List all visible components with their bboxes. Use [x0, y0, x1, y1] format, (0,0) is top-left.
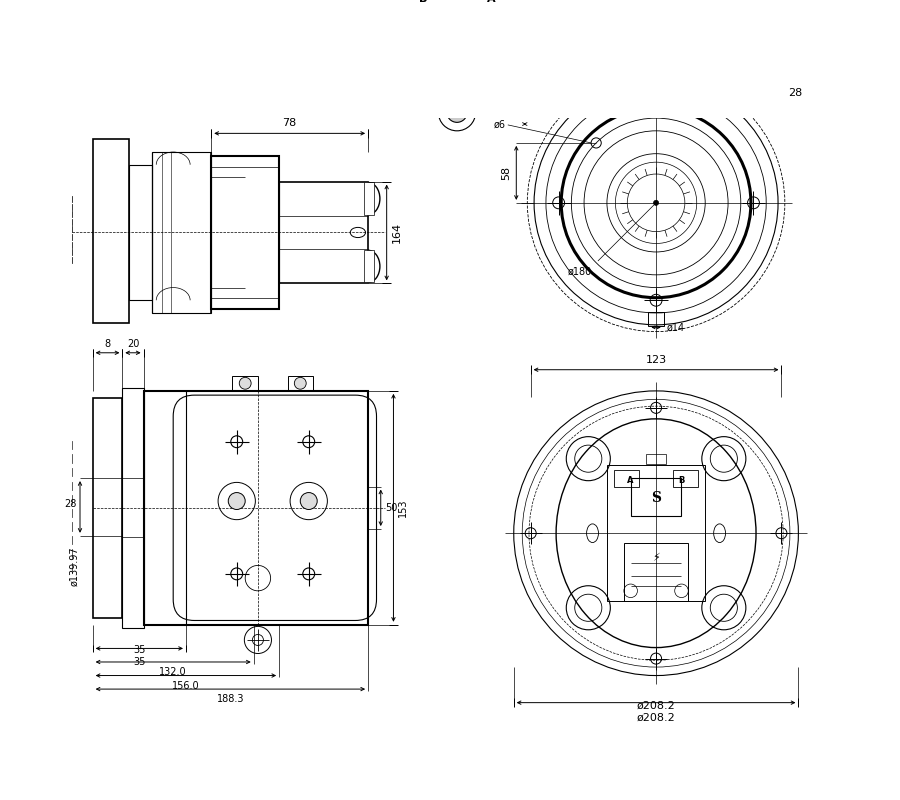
Text: 164: 164 [392, 222, 401, 243]
Bar [279, 182, 368, 283]
Bar [56, 211, 72, 218]
Circle shape [229, 493, 245, 510]
Bar [56, 203, 72, 210]
Bar [433, 47, 481, 74]
Text: 35: 35 [133, 657, 146, 667]
Bar [212, 156, 279, 309]
Text: ø139.97: ø139.97 [69, 546, 79, 586]
Bar [93, 398, 122, 618]
Circle shape [294, 378, 306, 390]
Bar [55, 536, 71, 544]
Bar [288, 376, 313, 391]
Bar [55, 509, 71, 517]
Text: ø208.2: ø208.2 [636, 701, 675, 711]
Bar [433, 74, 481, 99]
Bar [608, 466, 705, 601]
Text: B: B [679, 476, 685, 485]
Text: 78: 78 [283, 118, 297, 128]
Text: 20: 20 [127, 338, 140, 349]
Bar [93, 139, 129, 323]
Bar [55, 550, 71, 558]
Bar [152, 152, 212, 313]
Circle shape [446, 102, 467, 122]
Bar [56, 242, 72, 248]
Text: S: S [651, 490, 661, 505]
Text: 28: 28 [788, 88, 803, 98]
Bar [55, 454, 71, 463]
Bar [614, 470, 639, 486]
Bar [55, 495, 71, 503]
Bar [646, 454, 666, 464]
Text: 50: 50 [385, 503, 398, 513]
Text: ø6: ø6 [493, 120, 505, 130]
Text: ø208.2: ø208.2 [636, 713, 675, 723]
Bar [438, 30, 452, 47]
Text: 58: 58 [501, 166, 511, 180]
Bar [631, 478, 681, 516]
Bar [56, 226, 72, 233]
Text: B: B [418, 0, 427, 4]
Bar [55, 522, 71, 530]
Bar [55, 441, 71, 450]
Bar [673, 470, 698, 486]
Text: A: A [487, 0, 495, 4]
Text: ø180: ø180 [568, 267, 592, 277]
Bar [55, 468, 71, 477]
Bar [129, 165, 152, 300]
Bar [462, 30, 475, 47]
Text: 35: 35 [133, 646, 146, 655]
Bar [364, 250, 374, 282]
Bar [56, 234, 72, 240]
Bar [625, 543, 688, 601]
Bar [56, 250, 72, 255]
Text: 28: 28 [64, 498, 76, 509]
Bar [56, 218, 72, 225]
Bar [232, 376, 258, 391]
Text: 156.0: 156.0 [172, 681, 200, 690]
Text: ø14: ø14 [666, 322, 684, 332]
Bar [55, 563, 71, 571]
Bar [143, 391, 368, 625]
Bar [648, 312, 663, 326]
Bar [122, 387, 143, 628]
Text: 8: 8 [104, 338, 111, 349]
Text: 123: 123 [645, 354, 667, 365]
Bar [364, 182, 374, 214]
Text: ⚡: ⚡ [652, 554, 660, 564]
Circle shape [301, 493, 317, 510]
Bar [55, 482, 71, 490]
Bar [56, 196, 72, 202]
Circle shape [653, 200, 659, 206]
Text: A: A [627, 476, 634, 485]
Text: 153: 153 [398, 498, 408, 517]
Circle shape [464, 34, 473, 42]
Circle shape [441, 34, 449, 42]
Text: 132.0: 132.0 [159, 667, 187, 677]
Text: 188.3: 188.3 [217, 694, 244, 704]
Circle shape [239, 378, 251, 390]
Bar [56, 257, 72, 263]
